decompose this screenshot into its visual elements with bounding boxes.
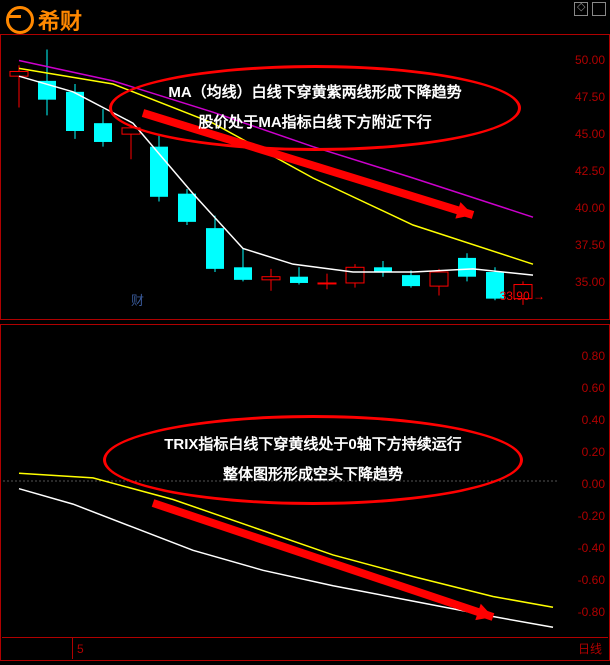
y-tick-label: -0.60: [578, 573, 605, 587]
top-annotation: MA（均线）白线下穿黄紫两线形成下降趋势 股价处于MA指标白线下方附近下行: [109, 65, 521, 151]
y-tick-label: 50.00: [575, 53, 605, 67]
top-anno-line1: MA（均线）白线下穿黄紫两线形成下降趋势: [168, 78, 461, 108]
price-chart-panel: MA（均线）白线下穿黄紫两线形成下降趋势 股价处于MA指标白线下方附近下行 财 …: [0, 34, 610, 320]
y-tick-label: 37.50: [575, 238, 605, 252]
bottom-annotation: TRIX指标白线下穿黄线处于0轴下方持续运行 整体图形形成空头下降趋势: [103, 415, 523, 505]
y-tick-label: 0.40: [582, 413, 605, 427]
y-tick-label: 0.00: [582, 477, 605, 491]
last-price: 33.90 →: [500, 289, 545, 303]
trix-plot-area: TRIX指标白线下穿黄线处于0轴下方持续运行 整体图形形成空头下降趋势: [3, 327, 555, 658]
bottom-anno-line2: 整体图形形成空头下降趋势: [223, 460, 403, 490]
control-icon-1[interactable]: ◇: [574, 2, 588, 16]
control-icon-2[interactable]: [592, 2, 606, 16]
y-tick-label: 0.20: [582, 445, 605, 459]
price-y-axis: 50.00 47.50 45.00 42.50 40.00 37.50 35.00: [555, 35, 605, 319]
top-anno-line2: 股价处于MA指标白线下方附近下行: [198, 108, 431, 138]
mode-label: 日线: [578, 640, 602, 657]
y-tick-label: -0.40: [578, 541, 605, 555]
logo-text: 希财: [38, 4, 82, 36]
y-tick-label: -0.20: [578, 509, 605, 523]
month-label: 5: [72, 638, 84, 659]
logo: 希财: [6, 4, 82, 36]
y-tick-label: 0.80: [582, 349, 605, 363]
trix-chart-panel: TRIX指标白线下穿黄线处于0轴下方持续运行 整体图形形成空头下降趋势 0.80…: [0, 324, 610, 661]
y-tick-label: 45.00: [575, 127, 605, 141]
watermark: 财: [131, 290, 144, 309]
trix-y-axis: 0.80 0.60 0.40 0.20 0.00 -0.20 -0.40 -0.60 -0.80: [555, 325, 605, 660]
y-tick-label: 0.60: [582, 381, 605, 395]
y-tick-label: 40.00: [575, 201, 605, 215]
chart-container: 希财 ◇ MA（均线）白线下穿黄紫两线形成下降趋势 股价处于MA指标白线下方附近…: [0, 0, 610, 665]
logo-icon: [6, 6, 34, 34]
y-tick-label: 42.50: [575, 164, 605, 178]
bottom-anno-line1: TRIX指标白线下穿黄线处于0轴下方持续运行: [164, 430, 462, 460]
y-tick-label: 47.50: [575, 90, 605, 104]
x-axis-bar: 5 日线: [2, 637, 608, 659]
price-plot-area: MA（均线）白线下穿黄紫两线形成下降趋势 股价处于MA指标白线下方附近下行 财 …: [3, 37, 555, 317]
y-tick-label: -0.80: [578, 605, 605, 619]
y-tick-label: 35.00: [575, 275, 605, 289]
window-controls: ◇: [574, 2, 606, 16]
